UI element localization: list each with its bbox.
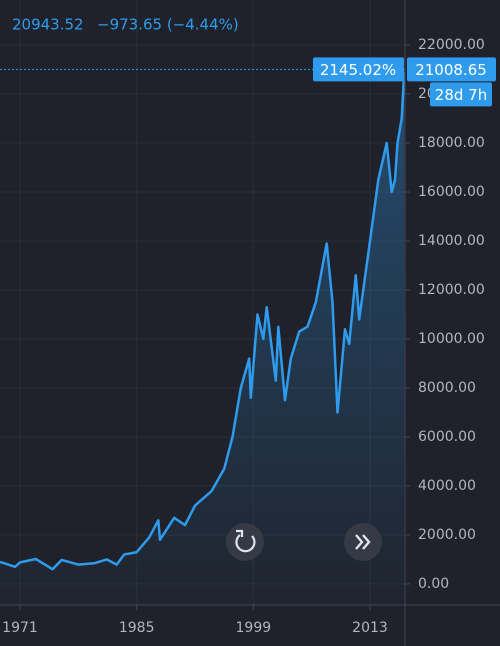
price-line xyxy=(0,71,405,571)
scroll-right-button[interactable] xyxy=(344,523,382,561)
y-tick-label: 18000.00 xyxy=(418,135,485,151)
scroll-icon[interactable] xyxy=(355,534,371,550)
change: −973.65 (−4.44%) xyxy=(97,16,239,34)
x-tick-label: 2013 xyxy=(352,620,388,636)
countdown-badge-text: 28d 7h xyxy=(435,86,487,104)
y-tick-label: 14000.00 xyxy=(418,233,485,249)
percent-badge xyxy=(313,57,404,82)
y-tick-label: 12000.00 xyxy=(418,282,485,298)
y-tick-label: 0.00 xyxy=(418,576,449,592)
x-tick-label: 1971 xyxy=(2,620,38,636)
reset-icon-arrow[interactable] xyxy=(236,529,244,537)
countdown-badge xyxy=(430,82,492,107)
reset-icon[interactable] xyxy=(235,534,256,553)
price-badge-text: 21008.65 xyxy=(415,61,487,79)
y-tick-label: 4000.00 xyxy=(418,478,476,494)
badges: 2145.02% 21008.65 28d 7h xyxy=(313,57,496,107)
y-tick-label: 2000.00 xyxy=(418,527,476,543)
x-tick-label: 1985 xyxy=(119,620,155,636)
percent-badge-text: 2145.02% xyxy=(320,61,396,79)
x-tick-label: 1999 xyxy=(236,620,272,636)
reset-button[interactable] xyxy=(226,523,264,561)
y-tick-label: 8000.00 xyxy=(418,380,476,396)
price-badge xyxy=(407,57,496,82)
y-tick-label: 6000.00 xyxy=(418,429,476,445)
grid xyxy=(0,0,405,605)
y-tick-label: 10000.00 xyxy=(418,331,485,347)
y-tick-label: 16000.00 xyxy=(418,184,485,200)
last-value: 20943.52 xyxy=(12,16,84,34)
reset-button-bg[interactable] xyxy=(226,523,264,561)
y-tick-label: 22000.00 xyxy=(418,37,485,53)
area-fill xyxy=(0,72,405,605)
